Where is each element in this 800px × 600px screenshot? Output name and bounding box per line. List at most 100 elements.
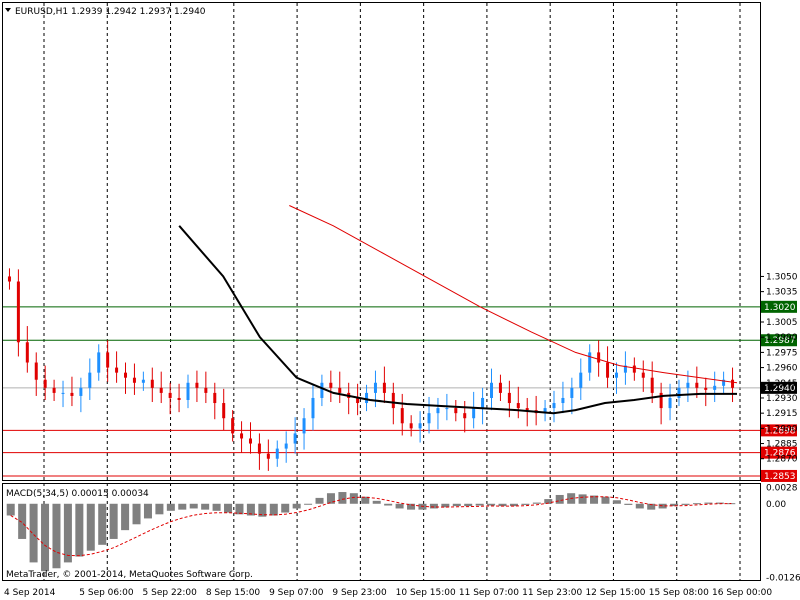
candle-body (365, 392, 369, 404)
macd-bar (338, 492, 347, 504)
macd-bar (86, 503, 95, 551)
macd-bar (155, 503, 164, 515)
candle-body (257, 443, 261, 454)
candle-body (240, 433, 244, 439)
macd-bar (704, 502, 713, 504)
macd-bar (349, 493, 358, 504)
candle-body (579, 372, 583, 388)
candle-body (132, 377, 136, 383)
macd-bar (670, 503, 679, 507)
macd-bar (464, 503, 473, 507)
macd-bar (189, 503, 198, 509)
macd-label: MACD(5,34,5) 0.00015 0.00034 (6, 489, 149, 499)
candle-body (275, 448, 279, 459)
candle-body (686, 382, 690, 388)
macd-indicator: 0.0028 0.00 -0.0126 (6, 483, 800, 584)
macd-bar (41, 503, 50, 572)
macd-pane-frame (2, 483, 761, 581)
candle-body (561, 397, 565, 404)
candle-body (668, 397, 672, 409)
macd-bar (532, 502, 541, 504)
macd-bar (624, 503, 633, 505)
time-tick-label: 8 Sep 15:00 (206, 588, 261, 598)
candle-body (606, 362, 610, 378)
macd-bar (452, 503, 461, 507)
time-tick-label: 5 Sep 06:00 (79, 588, 134, 598)
macd-signal-line (10, 496, 732, 557)
candle-body (731, 379, 735, 388)
candle-body (79, 387, 83, 396)
level-tag-label: 1.3020 (764, 303, 796, 313)
candle-body (516, 403, 520, 409)
macd-bar (315, 497, 324, 504)
macd-bar (98, 503, 107, 545)
candle-body (525, 408, 529, 411)
candle-body (597, 352, 601, 363)
candle-body (373, 382, 377, 393)
candle-body (632, 365, 636, 373)
macd-bar (235, 503, 244, 515)
macd-bar (75, 503, 84, 557)
candle-body (472, 408, 476, 419)
candle-body (320, 382, 324, 398)
time-tick-label: 11 Sep 23:00 (522, 588, 582, 598)
candle-body (695, 382, 699, 388)
macd-bar (509, 503, 518, 507)
macd-bar (52, 503, 61, 569)
macd-bar (498, 503, 507, 507)
candle-body (382, 382, 386, 393)
macd-bar (487, 503, 496, 506)
candle-body (507, 392, 511, 404)
macd-bar (372, 500, 381, 504)
macd-bar (292, 503, 301, 509)
level-tag (761, 300, 797, 313)
level-tag-label: 1.2853 (764, 472, 796, 482)
candle-body (481, 397, 485, 409)
candle-body (445, 408, 449, 410)
candle-body (222, 403, 226, 419)
candle-body (400, 408, 404, 424)
candle-body (490, 382, 494, 398)
dropdown-triangle-icon[interactable] (5, 8, 11, 12)
price-tick-label: 1.2990 (766, 333, 798, 343)
macd-bar (395, 503, 404, 509)
macd-bar (544, 499, 553, 504)
candle-body (52, 387, 56, 393)
level-tag-label: 1.2898 (764, 426, 796, 436)
time-tick-label: 10 Sep 15:00 (396, 588, 456, 598)
candle-body (16, 281, 20, 343)
macd-bar (18, 503, 27, 539)
price-tick-label: 1.2960 (766, 364, 798, 374)
candle-body (159, 387, 163, 393)
level-tag-label: 1.2876 (764, 449, 796, 459)
macd-bar (143, 503, 152, 519)
candle-body (248, 438, 252, 444)
candle-body (302, 418, 306, 434)
macd-bar (109, 503, 118, 539)
price-tick-label: 1.3050 (766, 272, 798, 282)
ma-slow-line (289, 205, 738, 384)
candle-body (115, 367, 119, 373)
ma-fast-line (178, 225, 737, 415)
macd-bar (658, 503, 667, 509)
candle-body (677, 387, 681, 398)
level-tag (761, 446, 797, 459)
candle-body (97, 352, 101, 373)
candle-body (329, 382, 333, 388)
candle-body (266, 453, 270, 459)
price-tick-label: 1.2945 (766, 379, 798, 389)
candle-body (195, 382, 199, 388)
price-tick-label: 1.2930 (766, 394, 798, 404)
macd-bar (590, 495, 599, 504)
candle-body (231, 418, 235, 434)
macd-bar (121, 503, 130, 531)
time-tick-label: 11 Sep 07:00 (459, 588, 519, 598)
candle-body (427, 413, 431, 424)
chart-title: EURUSD,H1 1.2939 1.2942 1.2937 1.2940 (15, 7, 206, 17)
macd-bar (715, 502, 724, 504)
time-tick-label: 16 Sep 00:00 (712, 588, 772, 598)
candle-body (293, 433, 297, 444)
macd-bar (6, 503, 15, 516)
time-axis: 4 Sep 2014 5 Sep 06:00 5 Sep 22:00 8 Sep 15… (4, 588, 772, 598)
